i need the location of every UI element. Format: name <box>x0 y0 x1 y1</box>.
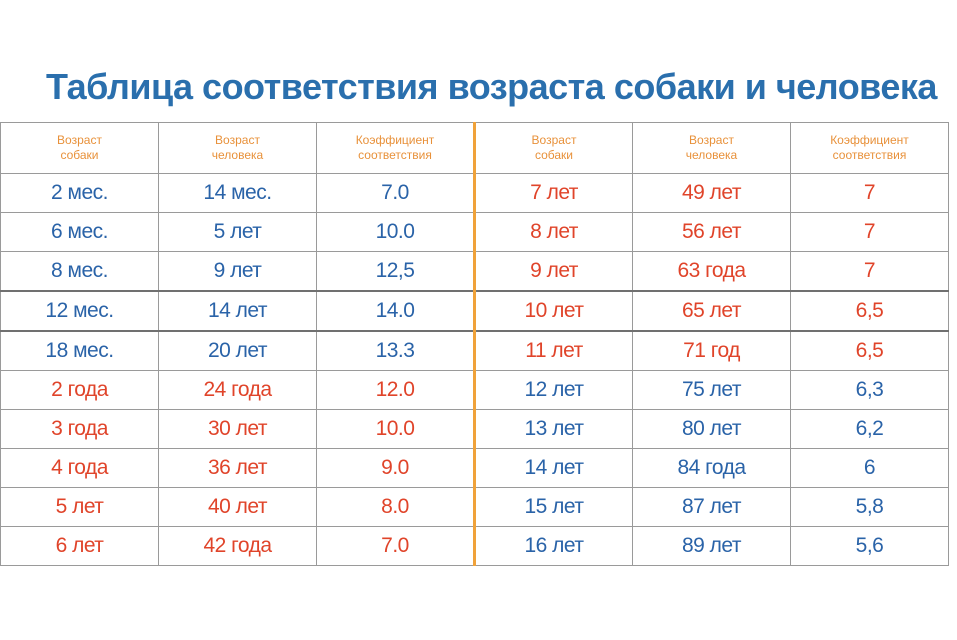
header-line: соответствия <box>358 148 432 162</box>
table-cell: 42 года <box>158 526 317 566</box>
table-row: 18 мес. 20 лет 13.3 11 лет 71 год 6,5 <box>0 330 949 371</box>
header-line: соответствия <box>832 148 907 162</box>
table-row: 2 мес. 14 мес. 7.0 7 лет 49 лет 7 <box>0 173 949 213</box>
table-cell: 63 года <box>632 251 791 292</box>
header-coefficient: Коэффициент соответствия <box>316 122 476 174</box>
table-cell: 20 лет <box>158 330 317 371</box>
table-cell: 2 мес. <box>0 173 159 213</box>
table-row: 5 лет 40 лет 8.0 15 лет 87 лет 5,8 <box>0 487 949 527</box>
table-cell: 65 лет <box>632 290 791 332</box>
header-line: Возраст <box>215 133 260 147</box>
table-cell: 5 лет <box>0 487 159 527</box>
header-dog-age: Возраст собаки <box>0 122 159 174</box>
table-cell: 10.0 <box>316 409 476 449</box>
table-cell: 7 <box>790 173 949 213</box>
table-cell: 6,5 <box>790 290 949 332</box>
table-row: 3 года 30 лет 10.0 13 лет 80 лет 6,2 <box>0 409 949 449</box>
table-cell: 24 года <box>158 370 317 410</box>
table-cell: 5,8 <box>790 487 949 527</box>
table-cell: 36 лет <box>158 448 317 488</box>
table-cell: 8 мес. <box>0 251 159 292</box>
header-line: человека <box>211 148 264 162</box>
table-cell: 9.0 <box>316 448 476 488</box>
table-body: 2 мес. 14 мес. 7.0 7 лет 49 лет 7 6 мес.… <box>0 173 949 566</box>
table-cell: 8.0 <box>316 487 476 527</box>
table-cell: 12 лет <box>474 370 633 410</box>
table-cell: 7 <box>790 251 949 292</box>
table-cell: 40 лет <box>158 487 317 527</box>
header-line: собаки <box>534 148 574 162</box>
table-cell: 12,5 <box>316 251 476 292</box>
table-cell: 84 года <box>632 448 791 488</box>
table-cell: 16 лет <box>474 526 633 566</box>
table-cell: 6,2 <box>790 409 949 449</box>
table-cell: 89 лет <box>632 526 791 566</box>
table-row: 4 года 36 лет 9.0 14 лет 84 года 6 <box>0 448 949 488</box>
table-row: 12 мес. 14 лет 14.0 10 лет 65 лет 6,5 <box>0 290 949 332</box>
table-cell: 4 года <box>0 448 159 488</box>
table-cell: 75 лет <box>632 370 791 410</box>
table-cell: 13 лет <box>474 409 633 449</box>
table-cell: 14 лет <box>474 448 633 488</box>
table-cell: 6,5 <box>790 330 949 371</box>
header-human-age: Возраст человека <box>632 122 791 174</box>
table-row: 6 мес. 5 лет 10.0 8 лет 56 лет 7 <box>0 212 949 252</box>
table-cell: 9 лет <box>474 251 633 292</box>
table-cell: 71 год <box>632 330 791 371</box>
header-human-age: Возраст человека <box>158 122 317 174</box>
table-cell: 80 лет <box>632 409 791 449</box>
table-cell: 6 лет <box>0 526 159 566</box>
table-cell: 15 лет <box>474 487 633 527</box>
table-cell: 7.0 <box>316 173 476 213</box>
table-cell: 18 мес. <box>0 330 159 371</box>
table-cell: 2 года <box>0 370 159 410</box>
table-cell: 6 <box>790 448 949 488</box>
table-cell: 3 года <box>0 409 159 449</box>
table-row: 6 лет 42 года 7.0 16 лет 89 лет 5,6 <box>0 526 949 566</box>
table-cell: 6 мес. <box>0 212 159 252</box>
table-cell: 10 лет <box>474 290 633 332</box>
table-cell: 56 лет <box>632 212 791 252</box>
table-cell: 10.0 <box>316 212 476 252</box>
header-line: Возраст <box>531 133 577 147</box>
table-cell: 8 лет <box>474 212 633 252</box>
table-cell: 12 мес. <box>0 290 159 332</box>
table-cell: 14 лет <box>158 290 317 332</box>
table-cell: 7 лет <box>474 173 633 213</box>
page-title: Таблица соответствия возраста собаки и ч… <box>46 66 937 107</box>
table-header-row: Возраст собаки Возраст человека Коэффици… <box>0 122 949 174</box>
header-line: человека <box>685 148 738 162</box>
header-line: Возраст <box>689 133 734 147</box>
table-cell: 5,6 <box>790 526 949 566</box>
table-cell: 7.0 <box>316 526 476 566</box>
table-cell: 30 лет <box>158 409 317 449</box>
header-line: Коэффициент <box>830 133 909 147</box>
table-cell: 12.0 <box>316 370 476 410</box>
table-cell: 7 <box>790 212 949 252</box>
table-row: 2 года 24 года 12.0 12 лет 75 лет 6,3 <box>0 370 949 410</box>
table-cell: 11 лет <box>474 330 633 371</box>
header-line: Коэффициент <box>355 133 435 147</box>
dog-human-age-table: Возраст собаки Возраст человека Коэффици… <box>0 122 949 566</box>
table-row: 8 мес. 9 лет 12,5 9 лет 63 года 7 <box>0 251 949 292</box>
table-cell: 6,3 <box>790 370 949 410</box>
table-cell: 13.3 <box>316 330 476 371</box>
header-line: Возраст <box>57 133 102 147</box>
table-cell: 14.0 <box>316 290 476 332</box>
header-line: собаки <box>60 148 99 162</box>
table-cell: 14 мес. <box>158 173 317 213</box>
header-dog-age: Возраст собаки <box>474 122 633 174</box>
table-cell: 5 лет <box>158 212 317 252</box>
table-cell: 87 лет <box>632 487 791 527</box>
table-cell: 9 лет <box>158 251 317 292</box>
header-coefficient: Коэффициент соответствия <box>790 122 949 174</box>
table-cell: 49 лет <box>632 173 791 213</box>
